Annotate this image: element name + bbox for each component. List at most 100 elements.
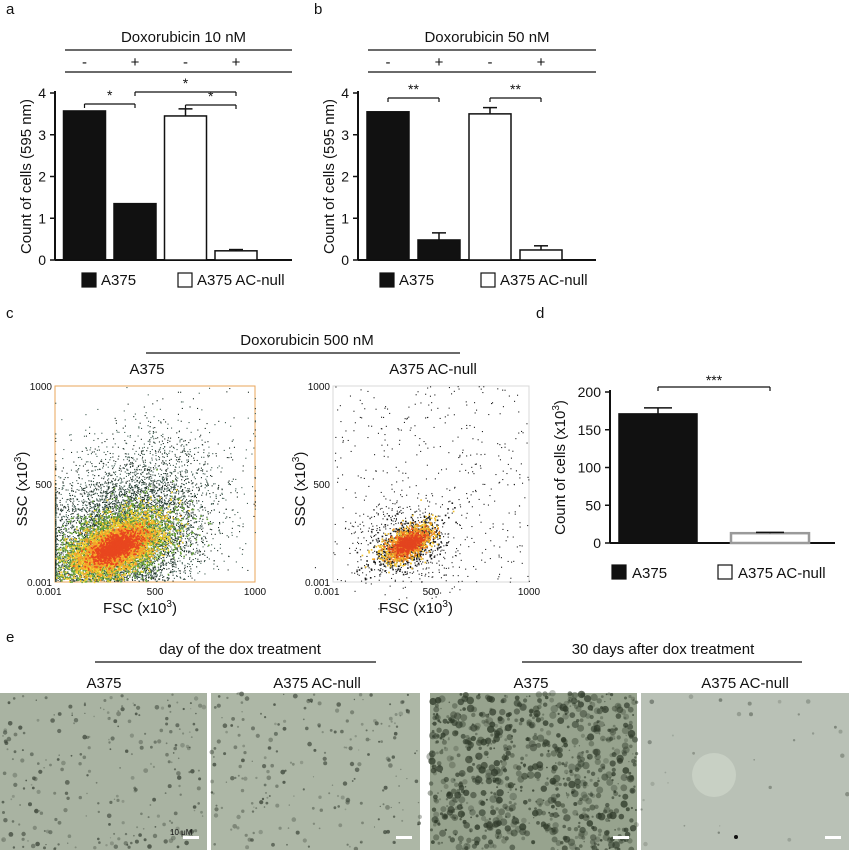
- scatter-point: [151, 569, 153, 571]
- scatter-point: [69, 499, 71, 501]
- scatter-point: [251, 453, 253, 455]
- scatter-point: [213, 563, 215, 565]
- scatter-point: [141, 561, 143, 563]
- scatter-point: [144, 494, 146, 496]
- scatter-point: [122, 511, 124, 513]
- scatter-point: [177, 499, 179, 501]
- scatter-point: [138, 477, 140, 479]
- scatter-point: [101, 459, 103, 461]
- scatter-point: [142, 461, 144, 463]
- scatter-point: [146, 574, 148, 576]
- scatter-point: [135, 574, 137, 576]
- scatter-point: [176, 449, 178, 451]
- scatter-point: [188, 523, 190, 525]
- scatter-point: [188, 488, 190, 490]
- scatter-point: [247, 417, 249, 419]
- scatter-point: [93, 483, 95, 485]
- scatter-point: [194, 537, 196, 539]
- scatter-point: [62, 577, 64, 579]
- scatter-point: [128, 474, 130, 476]
- scatter-point: [181, 444, 183, 446]
- scatter-point: [117, 515, 119, 517]
- scatter-point: [94, 524, 96, 526]
- scatter-point: [63, 574, 65, 576]
- scatter-point: [165, 460, 167, 462]
- scatter-point: [209, 521, 211, 523]
- scatter-point: [61, 542, 63, 544]
- scatter-point: [150, 569, 152, 571]
- scatter-point: [89, 449, 91, 451]
- scatter-point: [190, 499, 192, 501]
- scatter-point: [184, 564, 186, 566]
- scatter-point: [100, 485, 102, 487]
- scatter-point: [155, 487, 157, 489]
- scatter-point: [95, 466, 97, 468]
- scatter-point: [63, 485, 65, 487]
- scatter-point: [75, 517, 77, 519]
- scatter-point: [148, 574, 150, 576]
- scatter-point: [207, 511, 209, 513]
- scatter-point: [230, 492, 232, 494]
- scatter-point: [70, 544, 72, 546]
- scatter-point: [113, 500, 115, 502]
- scatter-point: [175, 537, 177, 539]
- scatter-point: [166, 512, 168, 514]
- scatter-point: [89, 491, 91, 493]
- scatter-point: [98, 449, 100, 451]
- scatter-point: [113, 471, 115, 473]
- scatter-point: [95, 524, 97, 526]
- scatter-point: [154, 567, 156, 569]
- scatter-point: [198, 468, 200, 470]
- scatter-point: [219, 522, 221, 524]
- scatter-point: [215, 455, 217, 457]
- scatter-point: [148, 577, 150, 579]
- scatter-point: [126, 469, 128, 471]
- scatter-point: [134, 485, 136, 487]
- scatter-point: [152, 486, 154, 488]
- scatter-point: [212, 538, 214, 540]
- y-tick-label: 100: [578, 460, 602, 476]
- scatter-point: [74, 520, 76, 522]
- scatter-point: [81, 534, 83, 536]
- scatter-point: [169, 450, 171, 452]
- scatter-point: [175, 492, 177, 494]
- scatter-point: [137, 465, 139, 467]
- scatter-point: [83, 540, 85, 542]
- scatter-point: [76, 579, 78, 581]
- scatter-point: [158, 494, 160, 496]
- scatter-point: [162, 535, 164, 537]
- scatter-point: [115, 576, 117, 578]
- scatter-point: [121, 508, 123, 510]
- scatter-point: [134, 499, 136, 501]
- scatter-point: [185, 518, 187, 520]
- scatter-point: [207, 490, 209, 492]
- scatter-point: [78, 500, 80, 502]
- legend-swatch: [611, 564, 627, 580]
- scatter-point: [237, 525, 239, 527]
- scatter-point: [223, 512, 225, 514]
- scatter-point: [211, 523, 213, 525]
- scatter-point: [93, 484, 95, 486]
- scatter-point: [89, 426, 91, 428]
- scatter-point: [155, 511, 157, 513]
- scatter-point: [235, 561, 237, 563]
- scatter-point: [154, 560, 156, 562]
- scatter-point: [191, 455, 193, 457]
- scatter-point: [124, 506, 126, 508]
- scatter-point: [168, 552, 170, 554]
- scatter-point: [100, 516, 102, 518]
- scatter-point: [155, 451, 157, 453]
- scatter-point: [88, 531, 90, 533]
- scatter-point: [155, 486, 157, 488]
- chart-header: Doxorubicin 50 nM: [424, 29, 549, 46]
- scatter-point: [94, 508, 96, 510]
- scatter-title-a375-ac-null: A375 AC-null: [389, 361, 477, 378]
- scatter-point: [218, 484, 220, 486]
- scatter-point: [139, 464, 141, 466]
- scatter-point: [179, 577, 181, 579]
- scatter-point: [67, 498, 69, 500]
- scatter-point: [136, 485, 138, 487]
- scatter-point: [190, 561, 192, 563]
- scatter-point: [166, 551, 168, 553]
